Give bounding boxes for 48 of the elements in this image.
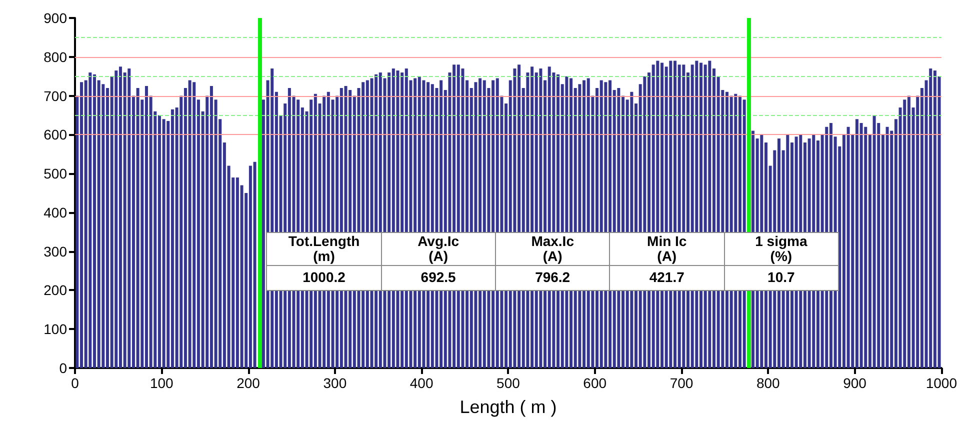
y-tick-label: 700 [44,88,68,104]
bar [162,119,166,368]
annotation: Max.Ic (A) [495,232,610,266]
x-tick-label: 400 [410,375,434,391]
x-tick-label: 900 [843,375,867,391]
bar [192,82,196,368]
x-tick-label: 1000 [926,375,958,391]
x-tick-label: 500 [496,375,520,391]
annotation: 796.2 [495,265,610,290]
y-tick-label: 0 [59,360,68,376]
annotation: Avg.Ic (A) [381,232,496,266]
annotation: 692.5 [381,265,496,290]
x-axis-title: Length ( m ) [460,397,557,417]
x-tick-label: 700 [670,375,694,391]
bar [128,68,131,368]
annotation: Min Ic (A) [610,232,724,266]
bar [846,126,850,368]
y-tick-label: 200 [44,282,68,298]
bar [253,162,256,368]
x-tick-label: 300 [323,375,347,391]
y-tick-label: 300 [44,243,68,260]
bar [903,100,906,368]
x-tick-label: 800 [756,375,780,391]
annotation: 1 sigma (%) [724,232,838,266]
bar [860,123,863,368]
y-tick-label: 400 [44,204,68,220]
bar [88,72,92,368]
y-tick-label: 900 [44,10,68,26]
annotation: 421.7 [610,265,724,290]
y-tick-label: 800 [44,48,68,65]
x-tick-label: 200 [236,375,260,391]
y-tick-label: 100 [44,321,68,338]
bar [136,88,140,368]
x-tick-label: 600 [583,375,607,391]
bar [114,70,118,368]
annotation: Tot.Length (m) [266,232,382,266]
bar [188,80,192,368]
bar [102,84,105,368]
bar [886,126,889,368]
bar [872,115,876,368]
y-tick-label: 500 [44,166,68,182]
x-tick-label: 0 [71,375,80,391]
y-tick-label: 600 [44,126,68,143]
bar [929,68,932,368]
bar [864,126,868,368]
annotation: 1000.2 [266,265,382,290]
x-tick-label: 100 [150,375,174,391]
annotation: 10.7 [724,265,838,290]
